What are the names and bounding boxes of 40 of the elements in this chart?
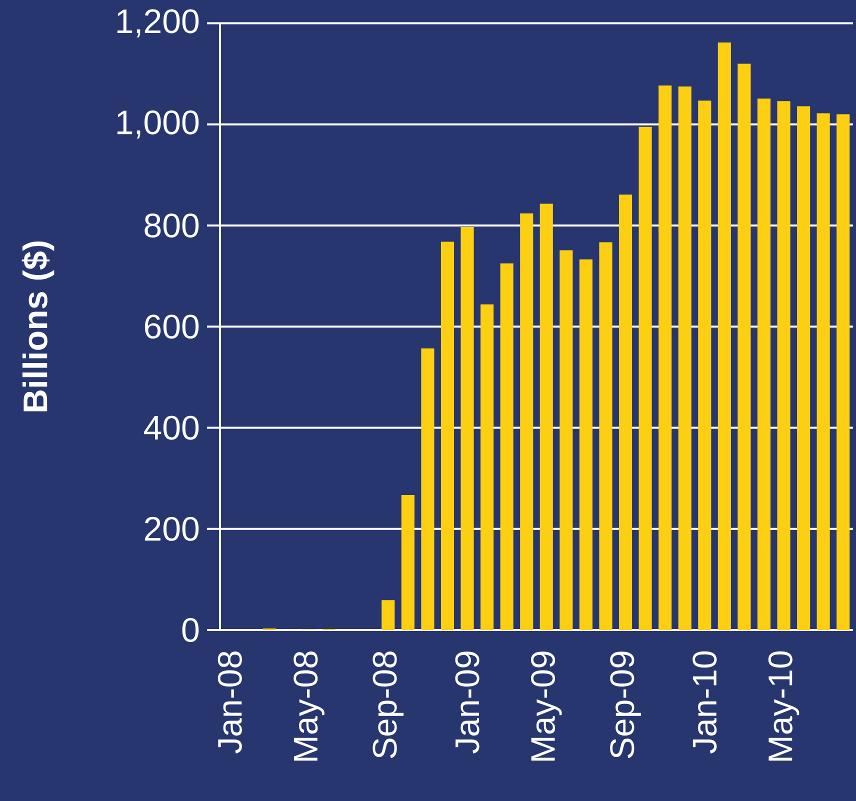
y-axis-title: Billions ($)	[22, 241, 54, 412]
bar	[757, 98, 771, 630]
x-tick-label: Sep-09	[610, 652, 641, 758]
y-tick-label: 800	[144, 213, 199, 238]
bar	[777, 101, 790, 630]
y-tick-label: 400	[144, 416, 199, 440]
bar	[816, 113, 830, 630]
x-tick-label: May-08	[294, 652, 324, 761]
bar	[678, 86, 692, 630]
y-tick-label: 0	[182, 618, 199, 642]
y-tick-label: 1,200	[117, 9, 199, 38]
y-tick-label: 200	[144, 516, 199, 541]
bar	[698, 100, 712, 630]
bar	[401, 494, 414, 630]
x-tick-label: Sep-08	[372, 652, 404, 758]
bar	[382, 600, 395, 630]
x-tick-label: Jan-10	[692, 651, 717, 754]
bar	[579, 259, 592, 630]
bar	[460, 227, 474, 630]
bar	[797, 106, 810, 630]
bar	[440, 242, 454, 630]
bar	[718, 42, 731, 630]
bar	[836, 114, 850, 630]
bar	[500, 263, 514, 630]
bar	[599, 242, 612, 630]
bar	[658, 85, 672, 630]
x-tick-label: Jan-09	[455, 652, 480, 754]
bar	[421, 348, 434, 630]
y-tick-label: 600	[144, 314, 199, 339]
x-tick-label: May-10	[768, 651, 800, 761]
bar	[520, 213, 534, 630]
bar	[560, 250, 573, 630]
y-tick-label: 1,000	[117, 110, 199, 138]
x-tick-label: May-09	[530, 652, 562, 761]
bar	[738, 64, 751, 630]
bar	[638, 126, 652, 630]
bar	[540, 204, 553, 630]
x-tick-label: Jan-08	[218, 652, 242, 754]
bar	[618, 194, 632, 630]
bar	[480, 304, 494, 630]
